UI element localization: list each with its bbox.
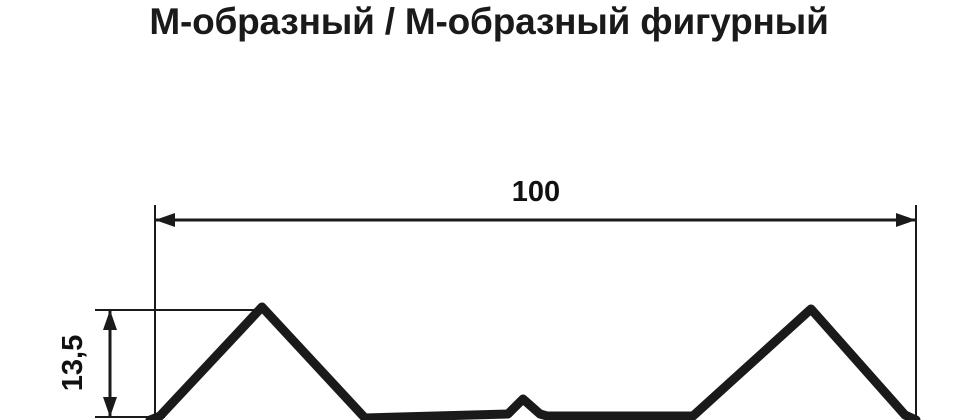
arrow-down (103, 397, 117, 417)
page-title: М-образный / М-образный фигурный (149, 1, 829, 42)
profile-outline (145, 302, 921, 420)
witness-lines (95, 205, 917, 420)
dimension-height: 13,5 (57, 310, 117, 417)
dimension-height-label: 13,5 (57, 335, 89, 391)
dimension-width-label: 100 (512, 176, 560, 208)
arrow-left (155, 213, 175, 227)
dimension-width: 100 (155, 176, 916, 227)
arrow-up (103, 310, 117, 330)
arrow-right (896, 213, 916, 227)
